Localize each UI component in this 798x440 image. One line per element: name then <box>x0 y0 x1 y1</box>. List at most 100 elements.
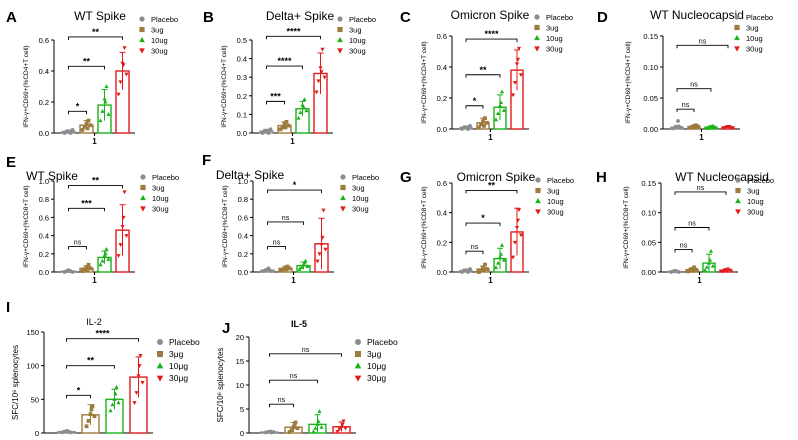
data-point <box>120 224 125 229</box>
data-point <box>696 124 700 129</box>
significance-bracket <box>676 108 695 113</box>
data-point <box>498 100 504 105</box>
y-tick-label: 20 <box>236 333 244 342</box>
data-point <box>134 391 139 395</box>
data-point <box>86 418 91 423</box>
data-point <box>721 269 727 274</box>
significance-bracket <box>465 222 501 227</box>
data-point <box>320 47 325 52</box>
legend-marker <box>140 184 146 191</box>
significance-bracket <box>68 110 87 115</box>
y-tick-label: 0.6 <box>437 179 447 188</box>
data-point <box>317 409 322 413</box>
y-axis-label: IFN-γ+CD69+(%CD4+T cell) <box>625 41 632 123</box>
data-point <box>137 364 142 368</box>
y-tick-label: 0.0 <box>237 129 247 138</box>
data-point <box>318 66 323 71</box>
data-point <box>110 402 115 407</box>
panel-title: WT Spike <box>26 169 78 183</box>
legend-label: 30ug <box>547 208 564 217</box>
data-point <box>518 73 524 78</box>
data-point <box>485 267 489 271</box>
significance-label: ns <box>690 82 698 89</box>
legend-marker <box>139 26 145 33</box>
y-tick-label: 0.6 <box>39 213 49 222</box>
significance-label: ** <box>92 176 100 186</box>
data-point <box>67 269 72 273</box>
y-tick-label: 0.4 <box>437 209 447 218</box>
significance-label: **** <box>277 56 292 66</box>
panel-letter-I: I <box>6 299 10 316</box>
data-point <box>282 121 287 126</box>
y-axis-label: IFN-γ+CD69+(%CD8+T cell) <box>222 185 229 267</box>
legend-label: 30μg <box>367 373 386 383</box>
data-point <box>483 116 487 121</box>
data-point <box>112 397 117 401</box>
legend-marker <box>534 34 540 41</box>
panel-F: F Delta+ Spike 0.0 0.2 0.4 0.6 0.8 1.0 IFN-γ+CD6… <box>202 152 379 285</box>
x-tick-label: 1 <box>290 137 295 146</box>
data-point <box>266 266 271 271</box>
data-point <box>104 84 109 89</box>
data-point <box>479 122 483 127</box>
legend-marker <box>340 184 346 191</box>
data-point <box>68 430 73 435</box>
legend-label: Placebo <box>151 15 178 24</box>
significance-label: ** <box>479 65 487 75</box>
legend-label: Placebo <box>169 337 200 347</box>
significance-label: **** <box>286 26 301 36</box>
data-point <box>510 255 516 260</box>
significance-bracket <box>465 38 518 43</box>
significance-bracket <box>674 227 710 231</box>
data-point <box>499 243 505 247</box>
panel-title: Omicron Spike <box>457 170 536 184</box>
data-point <box>118 80 123 85</box>
y-tick-label: 0.0 <box>39 129 49 138</box>
y-tick-label: 0.6 <box>238 213 248 222</box>
legend-marker <box>535 197 541 204</box>
data-point <box>477 270 481 274</box>
data-point <box>493 117 499 122</box>
data-point <box>108 408 113 413</box>
data-point <box>284 119 289 124</box>
data-point <box>269 269 274 273</box>
legend-label: 3ug <box>349 26 362 35</box>
data-point <box>287 266 292 271</box>
y-tick-label: 0.3 <box>237 73 247 82</box>
data-point <box>319 424 324 429</box>
significance-bracket <box>68 185 123 189</box>
legend-marker <box>340 194 346 201</box>
data-point <box>709 125 715 130</box>
y-tick-label: 0.4 <box>238 232 248 241</box>
legend-label: 3ug <box>352 184 365 193</box>
data-point <box>102 96 107 101</box>
data-point <box>514 62 520 67</box>
significance-bracket <box>269 353 342 357</box>
data-point <box>337 427 342 432</box>
panel-title: IL-5 <box>291 319 307 329</box>
legend-label: 30ug <box>349 47 366 56</box>
legend-marker <box>156 362 164 369</box>
y-tick-label: 0.4 <box>39 232 49 241</box>
legend-marker <box>354 375 362 382</box>
data-point <box>688 268 692 273</box>
legend-label: 3ug <box>746 24 759 33</box>
legend-label: 3ug <box>152 184 165 193</box>
legend-marker <box>734 14 740 20</box>
x-tick-label: 1 <box>92 137 97 146</box>
legend-marker <box>337 16 343 22</box>
legend-marker <box>535 177 541 183</box>
legend-label: 10ug <box>349 36 366 45</box>
data-point <box>286 123 291 128</box>
legend-marker <box>337 48 343 54</box>
data-point <box>314 90 319 95</box>
data-point <box>114 384 119 389</box>
legend-label: Placebo <box>547 176 574 185</box>
significance-bracket <box>266 100 285 105</box>
significance-label: ns <box>290 373 298 380</box>
data-point <box>729 126 735 131</box>
legend-label: 30ug <box>747 208 764 217</box>
significance-bracket <box>674 249 693 253</box>
legend-marker <box>337 36 343 43</box>
data-point <box>279 268 284 273</box>
